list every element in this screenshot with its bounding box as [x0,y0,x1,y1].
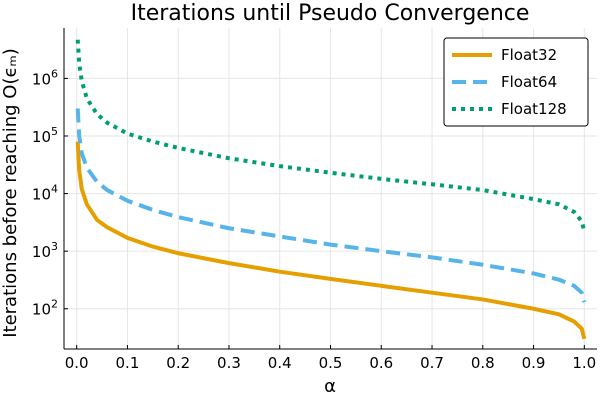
legend-label-float128: Float128 [501,100,567,118]
x-tick-label: 0.2 [166,354,190,372]
ticks: 0.0 0.1 0.2 0.3 0.4 0.5 0.6 0.7 0.8 0.9 1.0 102 103 1… [32,67,596,372]
y-tick-label: 105 [32,125,58,146]
y-tick-label: 102 [32,298,58,319]
legend-box [443,37,589,127]
series-layer [75,39,587,340]
legend-label-float32: Float32 [501,46,557,64]
x-tick-label: 0.7 [420,354,444,372]
series-line-float32 [75,141,587,340]
x-tick-label: 0.1 [116,354,140,372]
series-line-float64 [75,108,587,303]
series-line-float128 [75,39,587,232]
y-axis-label: Iterations before reaching O(ϵₘ) [0,48,21,338]
x-tick-label: 0.4 [268,354,292,372]
y-tick-label: 104 [32,183,58,204]
x-tick-label: 0.5 [319,354,343,372]
legend-label-float64: Float64 [501,73,557,91]
x-tick-label: 0.6 [369,354,393,372]
x-tick-label: 0.8 [471,354,495,372]
x-tick-label: 0.0 [65,354,89,372]
y-tick-label: 103 [32,240,58,261]
y-tick-label: 106 [32,67,58,88]
x-axis-label: α [324,376,336,397]
x-tick-label: 0.9 [522,354,546,372]
x-tick-label: 1.0 [572,354,596,372]
legend: Float32 Float64 Float128 [443,37,589,127]
chart-title: Iterations until Pseudo Convergence [131,1,530,26]
x-tick-label: 0.3 [217,354,241,372]
